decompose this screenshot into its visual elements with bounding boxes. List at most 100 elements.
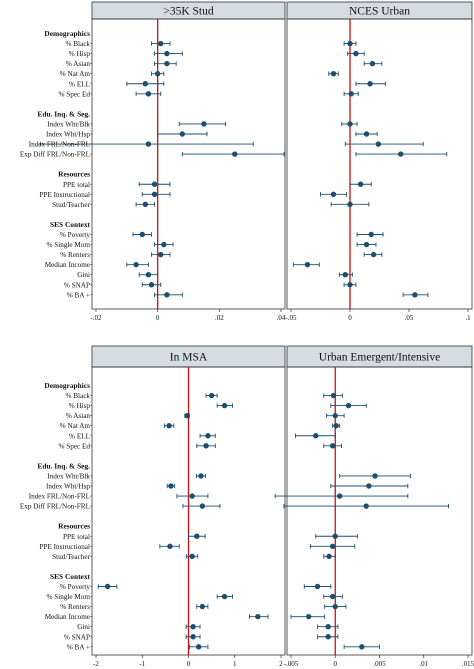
variable-label: % Spec Ed [58, 442, 90, 450]
variable-label: % Renters [60, 603, 90, 611]
point-estimate [330, 71, 337, 77]
variable-label: PPE total [63, 533, 90, 541]
variable-label: Index Wht/Hsp [46, 131, 90, 139]
point-estimate [363, 131, 370, 137]
point-estimate [353, 50, 359, 57]
point-estimate [329, 443, 336, 449]
point-estimate [345, 402, 352, 409]
point-estimate [363, 241, 370, 248]
variable-label: % Black [65, 40, 90, 48]
panel-frame [286, 18, 473, 310]
point-estimate [326, 553, 332, 560]
point-estimate [232, 151, 238, 157]
panel-title: NCES Urban [349, 6, 410, 18]
point-estimate [347, 201, 353, 208]
point-estimate [329, 593, 336, 600]
point-estimate [332, 533, 338, 539]
variable-label: % Asian [66, 60, 91, 68]
point-estimate [195, 644, 202, 650]
variable-label: % ELL [69, 80, 90, 88]
point-estimate [347, 282, 353, 288]
variable-label: % Poverty [60, 583, 91, 591]
point-estimate [357, 181, 364, 187]
point-estimate [161, 241, 167, 248]
group-heading: SES Context [50, 572, 91, 581]
point-estimate [154, 71, 161, 77]
x-tick-label: .015 [462, 660, 474, 668]
point-estimate [145, 141, 152, 147]
point-estimate [348, 91, 354, 97]
variable-label: % Single Mom [46, 593, 90, 601]
variable-label: Stud/Teacher [52, 553, 90, 561]
point-estimate [199, 503, 206, 509]
panel-title: In MSA [170, 352, 208, 364]
point-estimate [142, 201, 149, 208]
variable-label: % BA + [67, 291, 90, 299]
point-estimate [314, 583, 321, 590]
variable-label: % SNAP [64, 633, 90, 641]
group-heading: Resources [58, 170, 90, 179]
variable-label: % Asian [66, 412, 91, 420]
variable-label: % SNAP [64, 281, 90, 289]
group-heading: Demographics [44, 381, 90, 390]
x-tick-label: 0 [187, 660, 191, 668]
point-estimate [184, 412, 190, 419]
x-tick-label: 0 [348, 314, 352, 322]
panel-title: >35K Stud [163, 6, 214, 18]
point-estimate [194, 533, 200, 539]
point-estimate [347, 40, 353, 47]
variable-label: Exp Diff FRL/Non-FRL [20, 503, 90, 511]
point-estimate [203, 443, 209, 449]
variable-label: Index FRL/Non-FRL [29, 141, 90, 149]
point-estimate [375, 141, 382, 147]
point-estimate [325, 624, 331, 630]
point-estimate [151, 181, 158, 187]
point-estimate [359, 644, 365, 650]
variable-label: Median Income [45, 261, 90, 269]
point-estimate [201, 121, 207, 127]
point-estimate [167, 543, 173, 549]
variable-label: % ELL [69, 432, 90, 440]
point-estimate [199, 603, 206, 610]
x-tick-label: .02 [215, 314, 224, 322]
point-estimate [208, 392, 215, 399]
x-tick-label: .05 [405, 314, 414, 322]
point-estimate [164, 292, 170, 298]
x-tick-label: -.02 [90, 314, 102, 322]
x-tick-label: 0 [156, 314, 160, 322]
point-estimate [158, 40, 164, 47]
variable-label: % Nat Am [60, 70, 91, 78]
point-estimate [145, 272, 152, 278]
x-tick-label: 2 [279, 660, 283, 668]
point-estimate [368, 231, 374, 238]
point-estimate [151, 191, 158, 197]
panel-1: NCES Urban -.05 0 .05 .1 [285, 1, 473, 322]
variable-label: % BA + [67, 643, 90, 651]
point-estimate [166, 423, 172, 429]
point-estimate [330, 392, 337, 399]
variable-label: % Spec Ed [58, 90, 90, 98]
panel-frame [91, 18, 286, 310]
variable-label: Index Wht/Blk [47, 120, 90, 128]
point-estimate [325, 634, 331, 640]
panel-0: >35K Stud -.02 0 .02 .04 [40, 1, 286, 322]
point-estimate [366, 483, 372, 489]
point-estimate [148, 282, 155, 288]
x-tick-label: 0 [334, 660, 338, 668]
x-tick-label: -1 [139, 660, 145, 668]
point-estimate [189, 553, 195, 560]
group-heading: Edu. Inq. & Seg. [37, 461, 90, 470]
point-estimate [158, 251, 164, 258]
variable-label: % Renters [60, 251, 90, 259]
panel-2: In MSA -2 -1 0 1 2 [91, 345, 286, 668]
group-heading: Demographics [44, 29, 90, 38]
point-estimate [372, 473, 378, 479]
point-estimate [347, 121, 353, 127]
point-estimate [221, 593, 228, 600]
variable-label: Exp Diff FRL/Non-FRL [20, 151, 90, 159]
group-heading: SES Context [50, 220, 91, 229]
point-estimate [164, 60, 170, 67]
x-tick-label: .04 [277, 314, 286, 322]
x-tick-label: .01 [419, 660, 428, 668]
variable-label: % Hisp [69, 402, 91, 410]
